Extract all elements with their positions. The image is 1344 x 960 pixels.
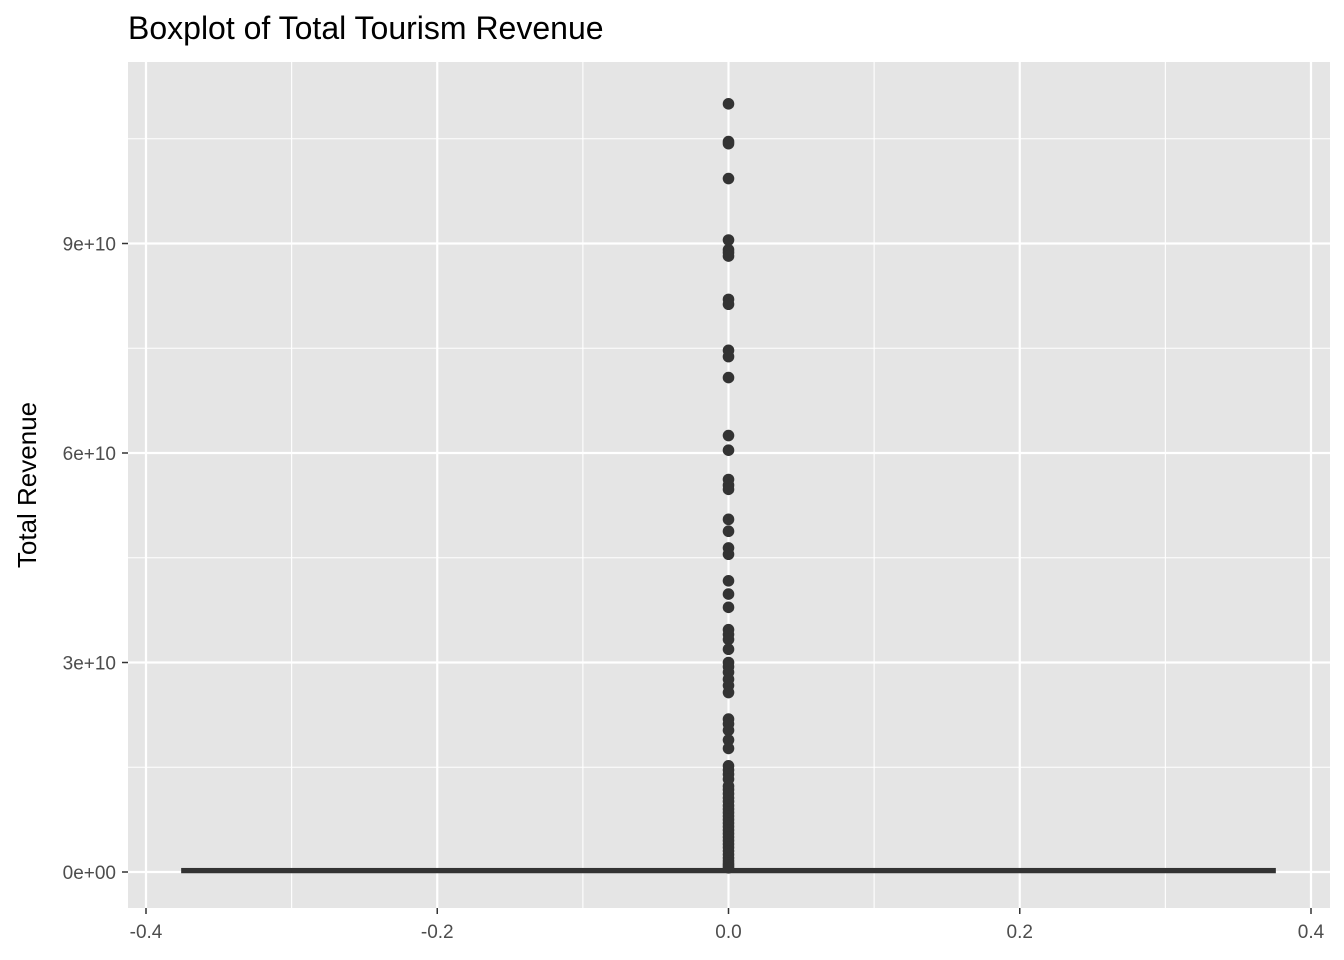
x-tick-label: 0.2: [1007, 922, 1033, 943]
outlier-point: [722, 574, 735, 587]
outlier-point: [722, 548, 735, 561]
y-axis-title: Total Revenue: [12, 402, 42, 568]
outlier-point: [722, 429, 735, 442]
outlier-point: [722, 137, 735, 150]
outlier-point: [722, 734, 735, 746]
y-tick-label: 9e+10: [63, 235, 116, 256]
outlier-point: [722, 234, 735, 246]
outlier-point: [722, 686, 735, 699]
outlier-point: [722, 862, 735, 874]
outlier-point: [722, 483, 735, 496]
y-tick-label: 0e+00: [63, 863, 116, 884]
outlier-point: [722, 588, 735, 600]
outlier-point: [722, 444, 735, 457]
outlier-point: [722, 742, 735, 755]
outlier-point: [722, 298, 735, 311]
x-tick-label: -0.2: [421, 922, 454, 943]
y-tick-label: 6e+10: [63, 444, 116, 465]
outlier-point: [722, 525, 735, 538]
x-tick-label: 0.0: [715, 922, 741, 943]
chart-title: Boxplot of Total Tourism Revenue: [128, 10, 604, 46]
axes: -0.4 -0.2 0.0 0.2 0.4 0e+00 3e+10 6e+10 9e+10: [63, 235, 1325, 944]
outlier-point: [722, 98, 735, 110]
outlier-point: [722, 643, 735, 656]
outlier-point: [722, 350, 735, 363]
chart-marks: [181, 98, 1276, 874]
outlier-point: [722, 172, 735, 185]
outlier-point: [722, 601, 735, 614]
x-tick-label: 0.4: [1298, 922, 1325, 943]
outlier-point: [722, 724, 735, 737]
y-tick-label: 3e+10: [63, 654, 116, 675]
outlier-point: [722, 633, 735, 646]
outlier-point: [722, 371, 735, 384]
outlier-point: [722, 513, 735, 526]
outlier-point: [722, 250, 735, 262]
x-tick-label: -0.4: [130, 922, 163, 943]
